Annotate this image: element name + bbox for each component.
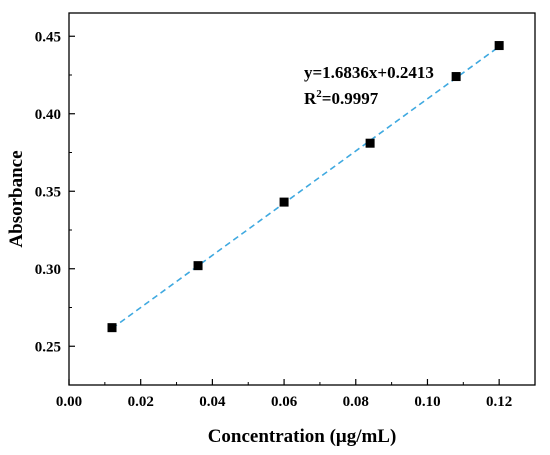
data-point	[365, 138, 375, 148]
data-point	[107, 323, 117, 333]
r-squared-exponent: 2	[316, 88, 322, 100]
y-tick-label: 0.40	[35, 107, 61, 123]
plot-frame	[68, 12, 536, 386]
x-axis-ticks: 0.00 0.02 0.04 0.06 0.08 0.10 0.12	[56, 379, 512, 410]
fit-equation: y=1.6836x+0.2413	[304, 63, 434, 82]
y-axis-ticks: 0.25 0.30 0.35 0.40 0.45	[35, 29, 75, 386]
x-axis-title: Concentration (μg/mL)	[208, 426, 397, 447]
data-markers	[107, 41, 504, 333]
data-point	[193, 261, 203, 271]
x-tick-label: 0.10	[414, 394, 440, 410]
x-tick-label: 0.12	[486, 394, 512, 410]
y-tick-label: 0.45	[35, 29, 61, 45]
x-tick-label: 0.06	[271, 394, 298, 410]
data-point	[494, 41, 504, 51]
x-tick-label: 0.04	[199, 394, 226, 410]
x-tick-label: 0.00	[56, 394, 82, 410]
r-squared-base: R	[304, 89, 317, 108]
data-point	[279, 197, 289, 207]
y-axis-title: Absorbance	[6, 150, 27, 247]
data-point	[451, 72, 461, 82]
y-tick-label: 0.25	[35, 339, 61, 355]
y-tick-label: 0.30	[35, 262, 61, 278]
x-tick-label: 0.02	[128, 394, 154, 410]
r-squared-value: =0.9997	[322, 89, 379, 108]
x-tick-label: 0.08	[343, 394, 369, 410]
r-squared: R2=0.9997	[304, 88, 379, 108]
y-tick-label: 0.35	[35, 184, 61, 200]
